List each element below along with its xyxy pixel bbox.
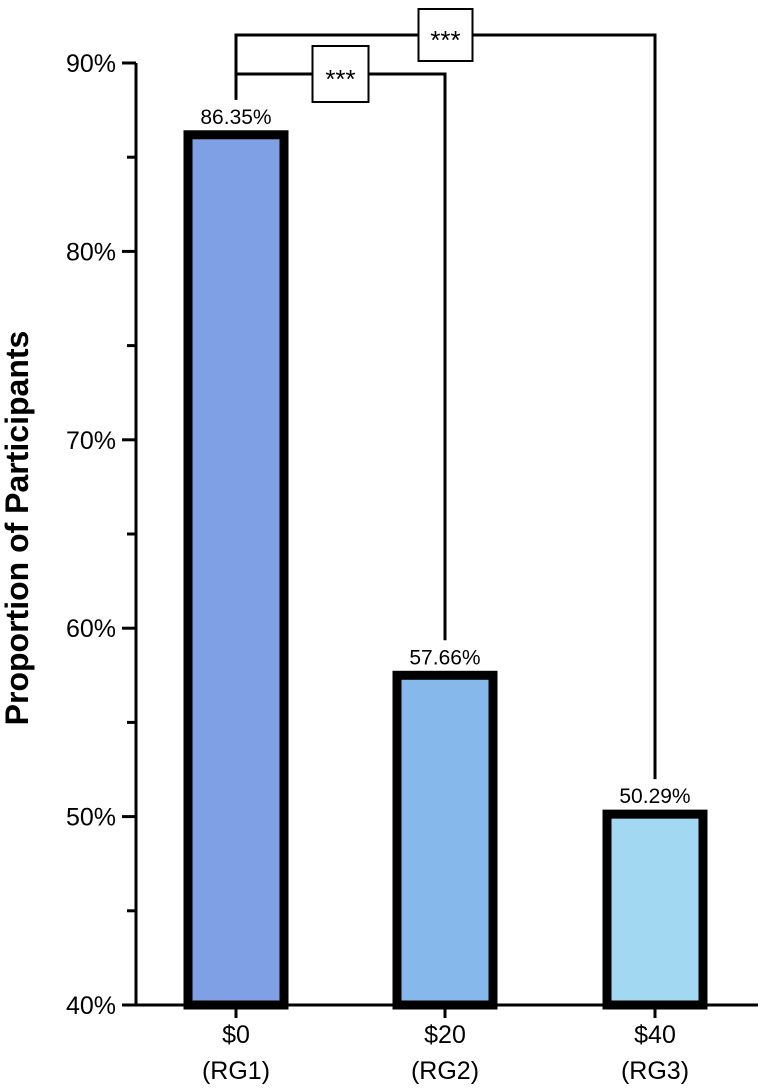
y-tick-label: 80% <box>66 238 116 266</box>
bar <box>392 670 498 1010</box>
y-tick-label: 50% <box>66 804 116 832</box>
bar-value-label: 57.66% <box>409 646 480 669</box>
significance-box <box>417 8 474 62</box>
bar <box>183 130 289 1010</box>
x-category-label: $0 <box>222 1021 250 1049</box>
significance-label: *** <box>430 25 460 55</box>
x-category-sublabel: (RG1) <box>202 1057 270 1085</box>
y-tick-label: 60% <box>66 615 116 643</box>
y-tick-label: 90% <box>66 50 116 78</box>
x-category-label: $40 <box>634 1021 676 1049</box>
x-category-sublabel: (RG2) <box>411 1057 479 1085</box>
bars-group: 86.35% 57.66% 50.29% <box>183 106 708 1010</box>
significance-box <box>311 45 370 103</box>
significance-label: *** <box>325 64 355 94</box>
bar-value-label: 86.35% <box>200 106 271 129</box>
significance-brackets: *** *** <box>234 8 657 780</box>
y-axis-title: Proportion of Participants <box>0 331 35 726</box>
axes: 40% 50% 60% 70% 80% 90% $0 (RG1) $20 (RG2) $40 (RG3… <box>66 50 758 1085</box>
y-tick-label: 70% <box>66 427 116 455</box>
x-category-sublabel: (RG3) <box>621 1057 689 1085</box>
y-tick-label: 40% <box>66 992 116 1020</box>
x-category-label: $20 <box>424 1021 466 1049</box>
bar-value-label: 50.29% <box>619 785 690 808</box>
bar <box>602 809 708 1010</box>
